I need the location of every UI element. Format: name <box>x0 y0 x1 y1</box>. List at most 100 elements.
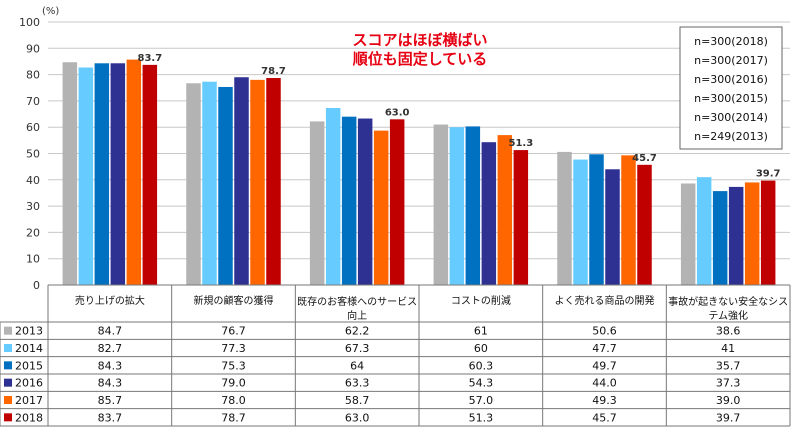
category-label: よく売れる商品の開発 <box>555 294 655 307</box>
table-cell: 84.7 <box>98 325 123 338</box>
sample-size-legend: n=300(2018) n=300(2017) n=300(2016) n=300(2… <box>679 26 783 150</box>
y-tick-label: 30 <box>26 200 40 213</box>
bar <box>744 182 760 285</box>
table-cell: 39.7 <box>716 411 741 424</box>
bar <box>728 186 744 285</box>
data-label: 45.7 <box>632 153 657 164</box>
y-tick-label: 20 <box>26 226 40 239</box>
table-cell: 78.0 <box>221 394 246 407</box>
bar <box>573 159 588 285</box>
legend-box <box>679 26 783 150</box>
bar <box>680 183 696 285</box>
table-cell: 47.7 <box>592 342 617 355</box>
bar <box>142 64 158 285</box>
table-cell: 44.0 <box>592 377 617 390</box>
bar <box>557 151 572 285</box>
table-cell: 35.7 <box>716 359 741 372</box>
y-tick-label: 50 <box>26 148 40 161</box>
bar <box>234 77 249 285</box>
row-year-label: 2017 <box>15 394 43 407</box>
table-cell: 57.0 <box>469 394 494 407</box>
data-label: 39.7 <box>756 169 781 180</box>
table-cell: 50.6 <box>592 325 617 338</box>
bar <box>218 86 233 285</box>
table-cell: 64 <box>350 359 364 372</box>
category-label: 新規の顧客の獲得 <box>194 294 274 307</box>
bar <box>696 177 712 285</box>
table-cell: 49.3 <box>592 394 617 407</box>
y-tick-label: 60 <box>26 121 40 134</box>
table-cell: 79.0 <box>221 377 246 390</box>
table-cell: 37.3 <box>716 377 741 390</box>
bar <box>433 124 449 285</box>
bar <box>449 127 465 285</box>
bars <box>62 59 776 286</box>
table-cell: 82.7 <box>98 342 123 355</box>
table-cell: 61 <box>474 325 488 338</box>
table-cell: 63.0 <box>345 411 370 424</box>
table-cell: 58.7 <box>345 394 370 407</box>
legend-entry: n=300(2015) <box>694 92 768 105</box>
y-tick-label: 90 <box>26 42 40 55</box>
row-year-label: 2015 <box>15 359 43 372</box>
row-year-label: 2013 <box>15 325 43 338</box>
y-tick-label: 10 <box>26 253 40 266</box>
y-tick-label: 70 <box>26 95 40 108</box>
y-tick-label: 0 <box>33 279 40 292</box>
legend-entry: n=300(2018) <box>694 35 768 48</box>
data-labels: 83.7 78.7 63.0 51.3 45.7 39.7 <box>137 53 780 180</box>
table-cell: 67.3 <box>345 342 370 355</box>
bar <box>760 180 776 285</box>
bar <box>309 121 325 285</box>
row-year-label: 2018 <box>15 411 43 424</box>
data-label: 83.7 <box>137 53 162 64</box>
annotation-line: 順位も固定している <box>352 50 488 68</box>
table-cell: 78.7 <box>221 411 246 424</box>
bar <box>373 130 389 285</box>
y-unit-label: (%) <box>42 6 59 17</box>
data-label: 63.0 <box>385 107 410 118</box>
bar <box>621 155 636 285</box>
bar <box>465 126 481 285</box>
bar <box>94 63 110 285</box>
table-cell: 45.7 <box>592 411 617 424</box>
bar <box>497 135 513 285</box>
legend-entry: n=300(2016) <box>694 73 768 86</box>
legend-entry: n=249(2013) <box>694 130 768 143</box>
row-year-label: 2016 <box>15 377 43 390</box>
table-cell: 76.7 <box>221 325 246 338</box>
category-label: コストの削減 <box>451 294 511 307</box>
table-cell: 54.3 <box>469 377 494 390</box>
legend-swatch <box>4 413 12 422</box>
bar <box>513 150 529 285</box>
legend-entry: n=300(2017) <box>694 54 768 67</box>
bar <box>605 169 620 285</box>
bar <box>250 79 265 285</box>
table-cell: 85.7 <box>98 394 123 407</box>
bar <box>325 108 341 285</box>
data-label: 51.3 <box>508 138 533 149</box>
legend-swatch <box>4 344 12 352</box>
category-label: 売り上げの拡大 <box>75 294 145 307</box>
bar <box>202 81 217 286</box>
bar <box>62 62 78 285</box>
y-tick-label: 100 <box>19 16 40 29</box>
legend-swatch <box>4 361 12 370</box>
category-label: テム強化 <box>708 309 748 322</box>
table-cell: 51.3 <box>469 411 494 424</box>
bar <box>110 63 126 285</box>
table-cell: 84.3 <box>98 359 123 372</box>
bar <box>357 118 373 285</box>
bar <box>712 191 728 285</box>
legend-swatch <box>4 378 12 387</box>
category-label: 既存のお客様へのサービス <box>297 295 417 308</box>
bar <box>589 154 604 285</box>
y-axis: 0 10 20 30 40 50 60 70 80 90 100 <box>19 16 40 292</box>
category-label: 事故が起きない安全なシス <box>668 295 788 308</box>
table-cell: 41 <box>721 342 735 355</box>
data-label: 78.7 <box>261 66 286 77</box>
table-cell: 38.6 <box>716 325 741 338</box>
table-cell: 63.3 <box>345 377 370 390</box>
